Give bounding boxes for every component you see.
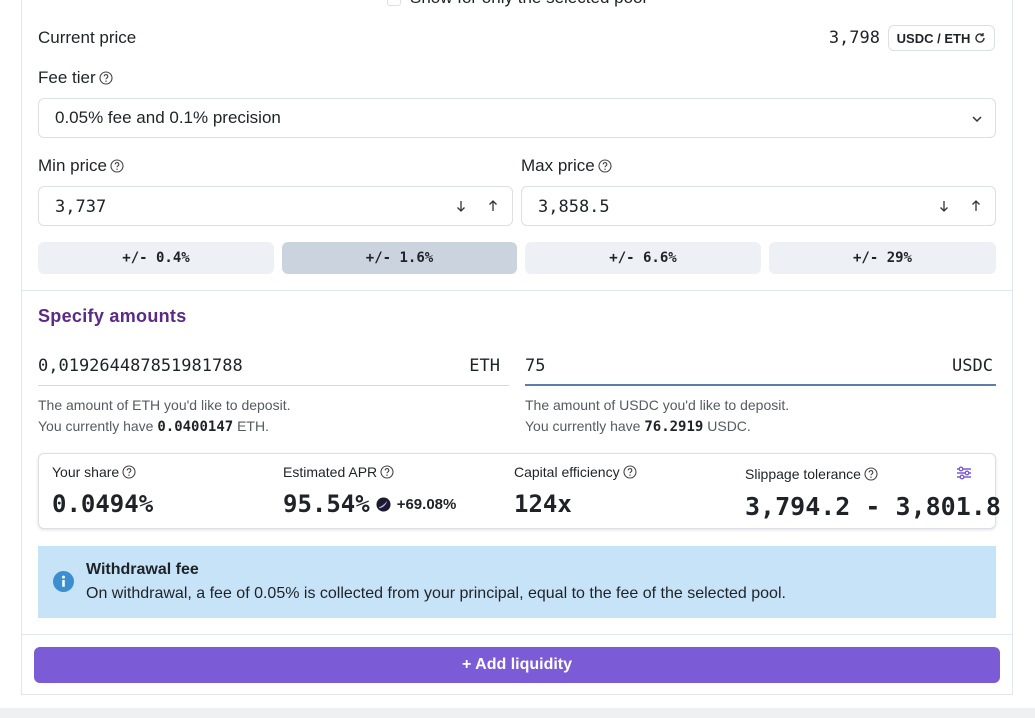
help-icon	[623, 465, 637, 479]
stat-label: Estimated APR	[283, 464, 394, 480]
decrement[interactable]	[455, 200, 467, 212]
help-icon	[99, 71, 113, 85]
text: You currently have	[38, 418, 154, 434]
underline	[38, 385, 509, 386]
notice: Withdrawal fee On withdrawal, a fee of 0…	[38, 546, 996, 618]
hint: The amount of ETH you'd like to deposit.	[38, 397, 291, 413]
help-icon	[380, 465, 394, 479]
text: Capital efficiency	[514, 464, 620, 480]
unit: USDC	[952, 356, 993, 376]
text: Your share	[52, 464, 120, 480]
label: Min price	[38, 156, 124, 176]
notice-text: On withdrawal, a fee of 0.05% is collect…	[86, 585, 786, 602]
amount-input[interactable]: 75	[525, 356, 546, 376]
text: Estimated APR	[283, 464, 378, 480]
underline-focus	[525, 384, 996, 386]
help-icon	[598, 159, 612, 173]
range-button[interactable]: +/- 6.6%	[525, 242, 761, 274]
max-input[interactable]: 3,858.5	[521, 186, 996, 226]
text: USDC.	[707, 418, 751, 434]
label: Current price	[38, 28, 137, 47]
text: Slippage tolerance	[745, 466, 861, 482]
add-liquidity-button[interactable]: + Add liquidity	[34, 647, 1000, 683]
stat-value: 124x	[514, 490, 572, 518]
stat-label: Your share	[52, 464, 136, 480]
section-title: Specify amounts	[38, 306, 187, 326]
text: ETH.	[237, 418, 269, 434]
input-text: 3,858.5	[538, 197, 610, 217]
range-button[interactable]: +/- 0.4%	[38, 242, 274, 274]
help-icon	[864, 467, 878, 481]
label-text: Max price	[521, 156, 595, 175]
hint: The amount of USDC you'd like to deposit…	[525, 397, 790, 413]
label: Max price	[521, 156, 612, 176]
increment[interactable]	[487, 200, 499, 212]
label-text: Min price	[38, 156, 107, 175]
stat-label: Slippage tolerance	[745, 466, 878, 482]
label-text: Fee tier	[38, 68, 96, 87]
select-text: 0.05% fee and 0.1% precision	[55, 108, 281, 127]
stats-box: Your share 0.0494% Estimated APR 95.54% …	[38, 453, 1001, 529]
checkbox[interactable]	[387, 0, 401, 6]
input-text: 3,737	[55, 197, 107, 217]
range-button[interactable]: +/- 29%	[769, 242, 996, 274]
pair-text: USDC / ETH	[896, 30, 971, 46]
balance-value: 0.0400147	[157, 419, 234, 435]
unit: ETH	[469, 356, 500, 376]
balance-value: 76.2919	[644, 419, 704, 435]
settings-icon[interactable]	[956, 466, 972, 480]
balance: You currently have 76.2919 USDC.	[525, 418, 751, 435]
label: Fee tier	[38, 68, 113, 88]
notice-title: Withdrawal fee	[86, 561, 199, 578]
apr: 95.54% +69.08%	[283, 490, 456, 518]
token-icon	[376, 496, 391, 512]
help-icon	[110, 159, 124, 173]
info-icon	[53, 571, 74, 592]
divider	[22, 634, 1012, 635]
checkbox-label: Show for only the selected pool	[410, 0, 646, 8]
footer-strip	[0, 708, 1035, 718]
stat-value: 95.54%	[283, 490, 370, 518]
help-icon	[122, 465, 136, 479]
increment[interactable]	[970, 200, 982, 212]
refresh-icon	[975, 33, 986, 43]
decrement[interactable]	[938, 200, 950, 212]
balance: You currently have 0.0400147 ETH.	[38, 418, 269, 435]
price-value: 3,798	[828, 28, 880, 48]
divider	[22, 290, 1012, 291]
card	[21, 0, 1013, 695]
text: You currently have	[525, 418, 641, 434]
min-input[interactable]: 3,737	[38, 186, 513, 226]
stat-value: 3,794.2 - 3,801.8	[745, 492, 1001, 521]
stat-value: 0.0494%	[52, 490, 154, 518]
stat-label: Capital efficiency	[514, 464, 637, 480]
amount-input[interactable]: 0,019264487851981788	[38, 356, 243, 376]
range-button[interactable]: +/- 1.6%	[282, 242, 517, 274]
chevron	[972, 116, 982, 123]
pair-toggle[interactable]: USDC / ETH	[888, 25, 995, 51]
fee-select[interactable]: 0.05% fee and 0.1% precision	[38, 98, 996, 138]
apr-bonus: +69.08%	[396, 495, 457, 513]
